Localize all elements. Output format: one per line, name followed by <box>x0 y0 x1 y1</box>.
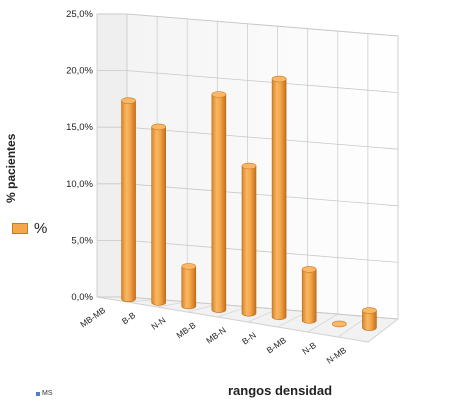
bar-N-N <box>181 266 197 310</box>
bar-MB-N <box>241 165 257 317</box>
bar-top-B-MB <box>301 266 317 273</box>
x-tick-label: N-B <box>300 340 318 357</box>
back-wall <box>126 13 399 320</box>
y-tick-label: 25,0% <box>66 9 93 20</box>
grid-hline <box>126 183 399 207</box>
x-tick-label: B-N <box>240 330 258 347</box>
y-tick-label: 15,0% <box>66 122 93 133</box>
corner-note: MS <box>36 390 53 397</box>
grid-hline <box>126 240 399 263</box>
bar-top-MB-B <box>211 91 227 98</box>
bar-B-MB <box>301 269 317 324</box>
x-tick-label: B-MB <box>265 335 288 356</box>
grid-hline <box>126 296 399 320</box>
bar-N-MB <box>362 310 377 331</box>
bar-top-B-B <box>151 123 166 131</box>
grid-hline <box>126 70 399 93</box>
floor-grid-line <box>367 318 399 343</box>
bar-top-MB-N <box>241 162 257 170</box>
bar-B-B <box>151 126 166 306</box>
grid-hline <box>126 13 399 37</box>
y-tick-label: 5,0% <box>71 235 93 246</box>
bar-top-MB-MB <box>121 97 136 104</box>
floor-grid-line <box>307 313 338 333</box>
x-tick-label: N-N <box>149 315 167 332</box>
bar-top-B-N <box>271 75 287 83</box>
corner-note-label: MS <box>42 390 53 397</box>
bar-B-N <box>271 78 287 321</box>
bar-MB-MB <box>121 100 136 303</box>
x-axis-title: rangos densidad <box>228 383 333 398</box>
x-tick-label: MB-N <box>204 325 228 346</box>
y-tick-label: 10,0% <box>66 179 93 190</box>
y-tick-label: 0,0% <box>71 292 93 303</box>
legend-label: % <box>34 220 48 237</box>
bar-top-N-N <box>181 263 197 270</box>
x-tick-label: MB-B <box>174 320 197 341</box>
legend-swatch <box>12 223 28 234</box>
x-tick-label: B-B <box>120 310 138 327</box>
legend: % <box>12 220 47 237</box>
y-axis-title: % pacientes <box>4 133 18 203</box>
x-tick-label: MB-MB <box>78 305 107 330</box>
corner-note-swatch <box>36 391 40 396</box>
bar-top-N-B <box>332 320 347 328</box>
y-tick-label: 20,0% <box>66 66 93 77</box>
bar-top-N-MB <box>362 307 377 314</box>
bar-MB-B <box>211 94 227 313</box>
grid-hline <box>126 126 399 150</box>
x-tick-label: N-MB <box>325 345 349 366</box>
